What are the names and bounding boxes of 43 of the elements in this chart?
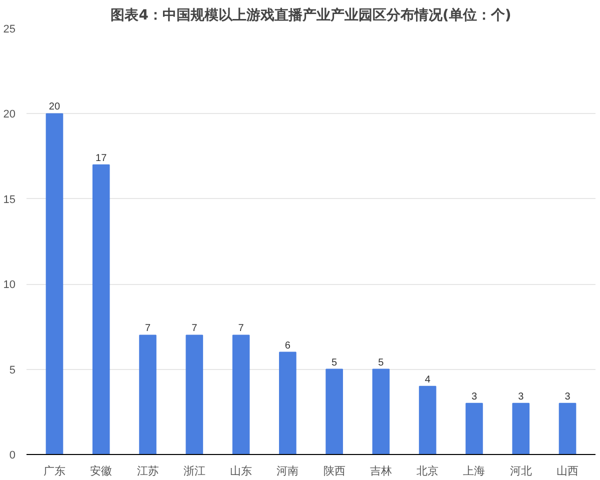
bar bbox=[326, 368, 343, 454]
x-tick-label: 北京 bbox=[416, 464, 439, 478]
bar bbox=[232, 334, 250, 454]
y-tick-label: 5 bbox=[9, 364, 16, 376]
x-tick-label: 河北 bbox=[510, 464, 532, 478]
data-label: 3 bbox=[564, 391, 571, 402]
data-label: 7 bbox=[238, 323, 244, 334]
y-tick-label: 20 bbox=[3, 108, 16, 121]
data-label: 7 bbox=[144, 323, 151, 334]
chart-title: 图表4：中国规模以上游戏直播产业产业园区分布情况(单位：个) bbox=[110, 6, 512, 24]
data-label: 6 bbox=[284, 340, 291, 352]
y-tick-label: 0 bbox=[9, 450, 16, 462]
y-tick-label: 10 bbox=[3, 279, 16, 292]
x-tick-label: 山西 bbox=[556, 464, 579, 478]
x-tick-label: 上海 bbox=[463, 464, 486, 478]
x-tick-label: 浙江 bbox=[183, 464, 206, 478]
data-label: 3 bbox=[471, 391, 478, 402]
y-tick-label: 25 bbox=[3, 24, 16, 36]
data-label: 5 bbox=[378, 357, 384, 368]
bar bbox=[92, 164, 110, 454]
bar bbox=[418, 386, 436, 454]
bar bbox=[372, 368, 390, 454]
x-tick-label: 陕西 bbox=[323, 466, 346, 478]
bar bbox=[139, 334, 156, 454]
bar bbox=[558, 402, 576, 454]
data-label: 5 bbox=[332, 357, 338, 368]
data-label: 3 bbox=[518, 391, 524, 402]
data-label: 20 bbox=[48, 102, 60, 113]
x-tick-label: 江苏 bbox=[136, 464, 159, 478]
x-tick-label: 吉林 bbox=[370, 464, 392, 478]
x-tick-label: 山东 bbox=[230, 464, 252, 478]
data-label: 4 bbox=[424, 374, 431, 386]
bar bbox=[512, 402, 530, 454]
bar bbox=[466, 402, 483, 454]
data-label: 17 bbox=[96, 152, 108, 164]
x-tick-label: 安徽 bbox=[90, 464, 112, 478]
x-tick-label: 广东 bbox=[43, 464, 66, 478]
bar bbox=[46, 113, 64, 454]
data-label: 7 bbox=[192, 323, 198, 334]
x-tick-label: 河南 bbox=[276, 464, 299, 478]
bar bbox=[279, 352, 296, 454]
bar bbox=[186, 334, 204, 454]
y-tick-label: 15 bbox=[3, 194, 16, 206]
